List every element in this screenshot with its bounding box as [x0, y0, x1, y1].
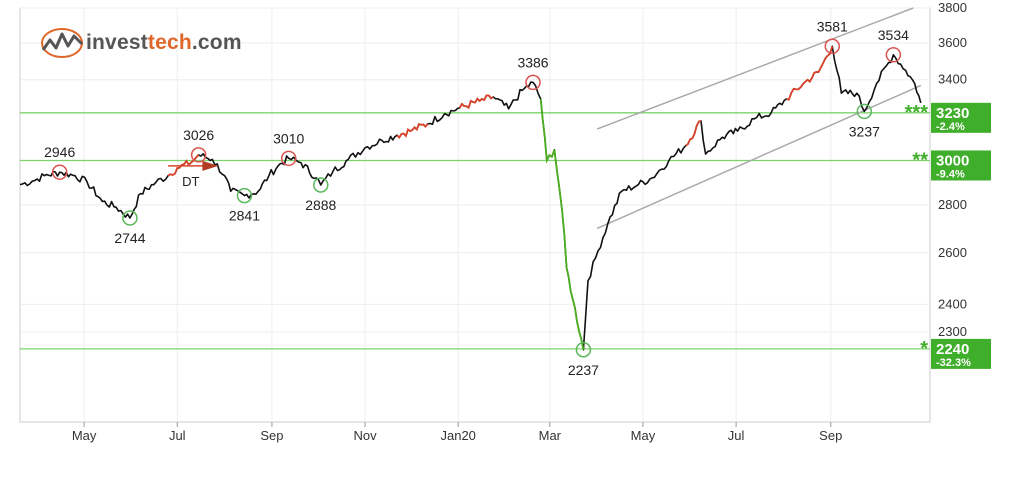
support-value-label: 3000 [936, 152, 969, 169]
support-pct-label: -32.3% [936, 357, 971, 369]
brand-logo: investtech.com [40, 26, 242, 60]
x-tick-label: Sep [819, 428, 842, 443]
pattern-arrow [202, 160, 219, 171]
marker-top [280, 150, 297, 167]
plot-area [19, 7, 931, 423]
y-tick-label: 2300 [938, 324, 967, 339]
support-pct-label: -9.4% [936, 168, 965, 180]
marker-label: 3386 [517, 54, 548, 70]
x-tick-label: Mar [539, 428, 562, 443]
marker-bottom [856, 103, 873, 120]
marker-top [51, 164, 68, 180]
marker-top [885, 47, 902, 63]
support-label-box [931, 338, 991, 369]
support-value-label: 2240 [936, 341, 969, 358]
x-tick-label: Jul [728, 428, 745, 443]
y-tick-label: 2400 [938, 296, 967, 311]
support-strength-stars: * [920, 338, 928, 360]
marker-label: 3010 [273, 130, 304, 146]
x-tick-label: Sep [260, 428, 283, 443]
x-tick-label: May [631, 428, 656, 443]
y-tick-label: 3800 [938, 0, 967, 15]
pattern-label: DT [182, 174, 199, 189]
x-tick-label: Nov [354, 428, 378, 443]
trend-segment-down [539, 98, 585, 350]
marker-label: 3237 [849, 123, 880, 139]
y-tick-label: 2800 [938, 197, 967, 212]
marker-bottom [122, 210, 138, 226]
x-tick-label: Jul [169, 428, 186, 443]
marker-label: 2946 [44, 144, 75, 160]
support-label-box [931, 102, 991, 133]
y-tick-label: 3400 [938, 72, 967, 87]
x-tick-label: May [72, 428, 97, 443]
marker-label: 2237 [568, 362, 599, 378]
brand-name: investtech.com [86, 31, 242, 54]
support-value-label: 3230 [936, 105, 969, 122]
trend-segment-up [458, 94, 494, 110]
marker-bottom [236, 187, 253, 204]
support-pct-label: -2.4% [936, 121, 965, 133]
support-strength-stars: ** [912, 149, 928, 171]
marker-top [824, 38, 841, 55]
chart-logo-icon [41, 28, 84, 58]
marker-bottom [313, 177, 329, 193]
marker-top [190, 147, 207, 163]
y-tick-label: 2600 [938, 245, 967, 260]
marker-bottom [575, 342, 592, 358]
trend-segment-up [786, 46, 834, 101]
marker-label: 2888 [305, 197, 336, 213]
y-tick-label: 3600 [938, 35, 967, 50]
trend-channel-lower [596, 84, 922, 230]
trend-channel-upper [596, 7, 914, 130]
x-tick-label: Jan20 [440, 428, 475, 443]
marker-top [525, 74, 541, 91]
marker-label: 3534 [878, 27, 909, 43]
support-strength-stars: *** [905, 102, 929, 124]
marker-label: 2744 [114, 230, 145, 246]
marker-label: 2841 [229, 208, 260, 224]
marker-label: 3581 [817, 18, 848, 34]
trend-segment-up [396, 122, 429, 139]
marker-label: 3026 [183, 127, 214, 143]
trend-segment-up [167, 154, 200, 177]
trend-segment-up [685, 120, 702, 147]
support-label-box [931, 150, 991, 181]
